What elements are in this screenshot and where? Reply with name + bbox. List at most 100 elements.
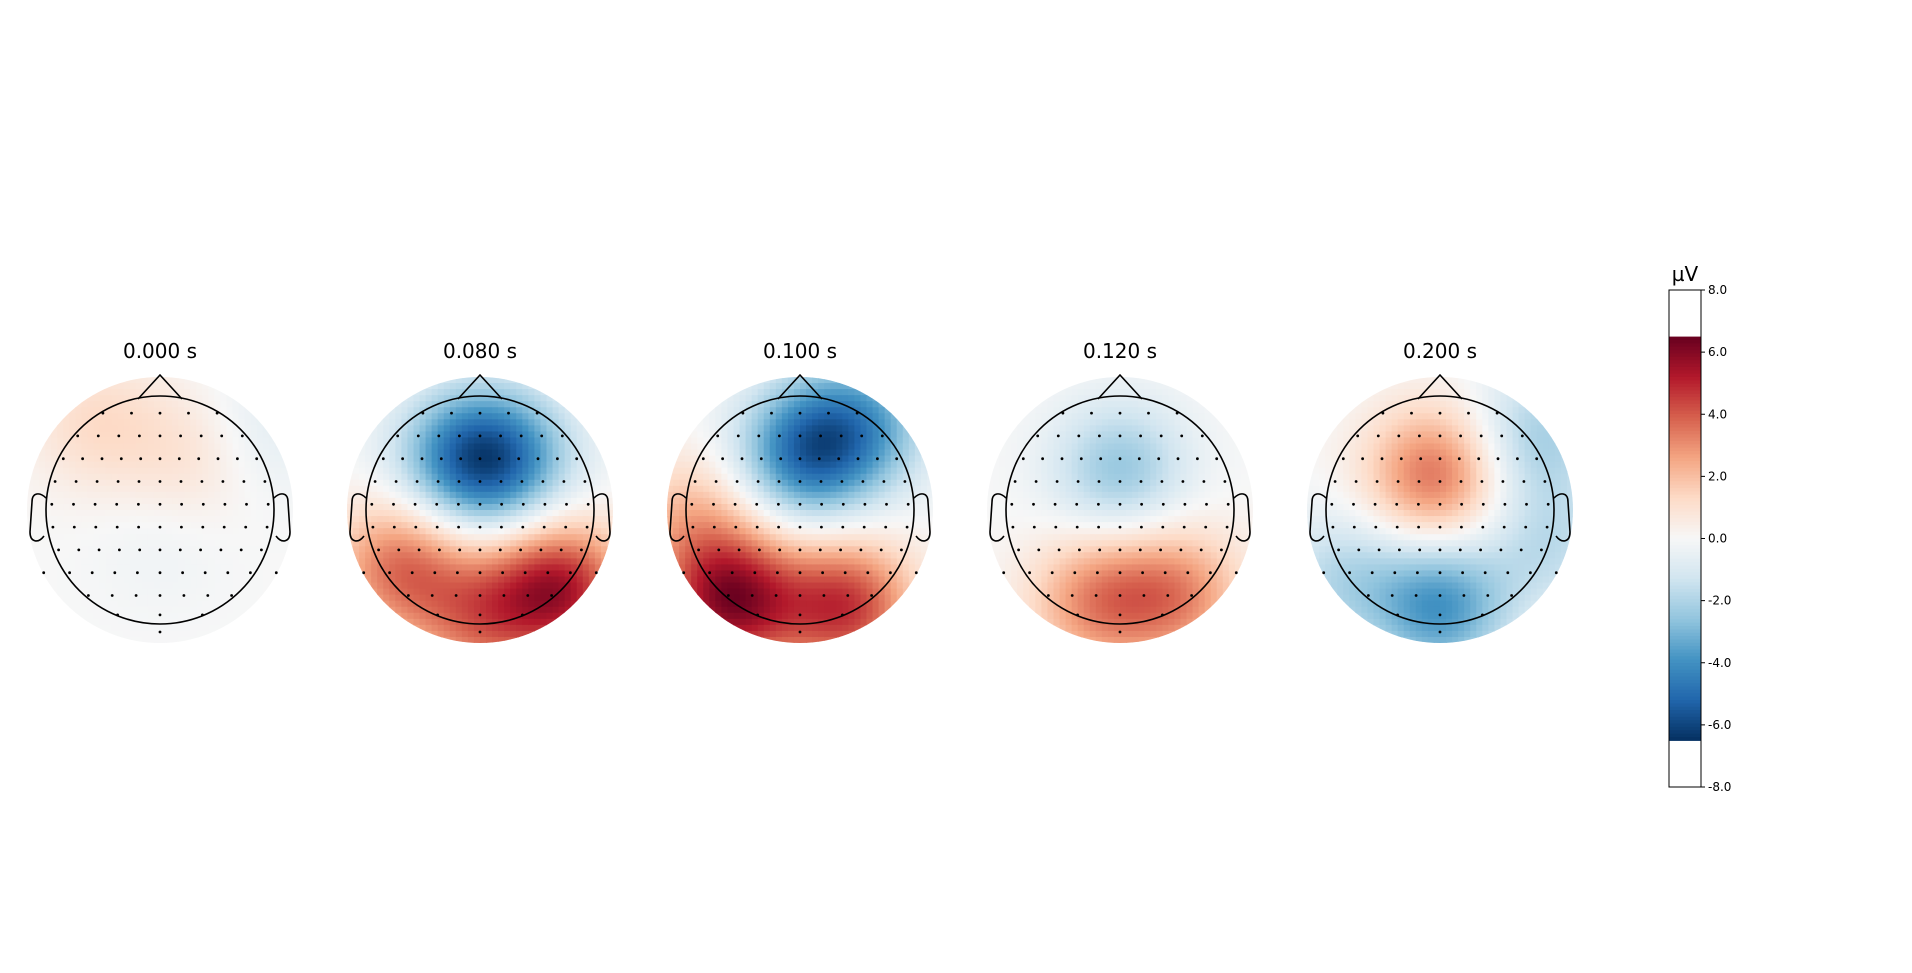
electrode-marker bbox=[1204, 525, 1208, 529]
electrode-marker bbox=[526, 594, 530, 597]
electrode-marker bbox=[459, 457, 463, 461]
electrode-marker bbox=[1438, 457, 1442, 461]
electrode-marker bbox=[96, 434, 100, 438]
electrode-marker bbox=[110, 594, 114, 597]
electrode-marker bbox=[370, 502, 374, 506]
electrode-marker bbox=[855, 411, 859, 415]
electrode-marker bbox=[407, 594, 410, 597]
electrode-marker bbox=[866, 571, 870, 575]
electrode-marker bbox=[215, 411, 219, 415]
electrode-marker bbox=[870, 594, 873, 597]
electrode-marker bbox=[436, 480, 440, 483]
electrode-marker bbox=[1479, 434, 1483, 438]
electrode-marker bbox=[1053, 502, 1057, 506]
electrode-marker bbox=[1021, 457, 1025, 461]
electrode-marker bbox=[1137, 457, 1141, 461]
electrode-marker bbox=[862, 525, 866, 529]
electrode-marker bbox=[1179, 548, 1183, 552]
electrode-marker bbox=[1545, 525, 1549, 529]
electrode-marker bbox=[1438, 548, 1442, 552]
electrode-marker bbox=[1417, 525, 1420, 529]
electrode-marker bbox=[230, 594, 234, 597]
electrode-marker bbox=[755, 502, 759, 506]
electrode-marker bbox=[433, 571, 437, 575]
electrode-marker bbox=[457, 525, 460, 529]
electrode-marker bbox=[362, 571, 366, 575]
electrode-marker bbox=[220, 434, 224, 438]
electrode-marker bbox=[478, 594, 482, 597]
electrode-marker bbox=[1333, 480, 1337, 483]
electrode-marker bbox=[1540, 548, 1543, 552]
electrode-marker bbox=[274, 571, 278, 575]
electrode-marker bbox=[750, 594, 754, 597]
electrode-marker bbox=[546, 571, 550, 575]
electrode-marker bbox=[498, 548, 502, 552]
electrode-marker bbox=[260, 548, 263, 552]
electrode-marker bbox=[179, 434, 183, 438]
electrode-marker bbox=[1041, 457, 1044, 461]
electrode-marker bbox=[820, 525, 823, 529]
electrode-marker bbox=[905, 525, 909, 529]
electrode-marker bbox=[820, 502, 823, 506]
colorbar-tick-label: 4.0 bbox=[1708, 407, 1727, 421]
electrode-marker bbox=[415, 480, 419, 483]
electrode-marker bbox=[1458, 548, 1462, 552]
electrode-marker bbox=[1190, 594, 1193, 597]
electrode-marker bbox=[735, 480, 739, 483]
electrode-marker bbox=[822, 594, 826, 597]
electrode-marker bbox=[798, 457, 802, 461]
electrode-marker bbox=[138, 434, 141, 438]
electrode-marker bbox=[435, 502, 439, 506]
electrode-marker bbox=[1461, 571, 1464, 575]
electrode-marker bbox=[500, 525, 503, 529]
electrode-marker bbox=[187, 411, 190, 415]
electrode-marker bbox=[876, 457, 879, 461]
electrode-marker bbox=[414, 525, 418, 529]
electrode-marker bbox=[575, 457, 579, 461]
topomap-heat bbox=[27, 377, 293, 643]
electrode-marker bbox=[1377, 548, 1381, 552]
electrode-marker bbox=[535, 411, 539, 415]
left-ear-outline bbox=[349, 493, 367, 542]
electrode-marker bbox=[178, 548, 182, 552]
electrode-marker bbox=[136, 571, 139, 575]
electrode-marker bbox=[741, 411, 745, 415]
electrode-marker bbox=[457, 502, 460, 506]
electrode-marker bbox=[798, 411, 802, 415]
topomap-panel: 0.120 s bbox=[987, 339, 1253, 643]
electrode-marker bbox=[1077, 434, 1081, 438]
electrode-marker bbox=[541, 480, 545, 483]
electrode-marker bbox=[756, 613, 759, 617]
electrode-marker bbox=[456, 571, 459, 575]
electrode-marker bbox=[753, 571, 757, 575]
electrode-marker bbox=[137, 480, 141, 483]
electrode-marker bbox=[1495, 411, 1499, 415]
electrode-marker bbox=[712, 502, 715, 506]
electrode-marker bbox=[61, 457, 65, 461]
electrode-marker bbox=[701, 457, 705, 461]
electrode-marker bbox=[559, 548, 563, 552]
electrode-marker bbox=[1097, 502, 1100, 506]
electrode-marker bbox=[730, 571, 734, 575]
electrode-marker bbox=[410, 571, 414, 575]
electrode-marker bbox=[1057, 548, 1061, 552]
electrode-marker bbox=[158, 411, 162, 415]
electrode-marker bbox=[556, 457, 559, 461]
left-ear-outline bbox=[1309, 493, 1327, 542]
electrode-marker bbox=[759, 457, 763, 461]
electrode-marker bbox=[1459, 480, 1463, 483]
electrode-marker bbox=[1356, 434, 1360, 438]
electrode-marker bbox=[859, 548, 863, 552]
electrode-marker bbox=[1438, 411, 1442, 415]
electrode-marker bbox=[1546, 502, 1550, 506]
topomap-time-label: 0.100 s bbox=[763, 339, 837, 363]
electrode-marker bbox=[199, 548, 203, 552]
electrode-marker bbox=[501, 571, 504, 575]
electrode-marker bbox=[798, 571, 802, 575]
electrode-marker bbox=[1161, 502, 1165, 506]
electrode-marker bbox=[1139, 434, 1142, 438]
electrode-marker bbox=[770, 411, 773, 415]
electrode-marker bbox=[1396, 613, 1399, 617]
electrode-marker bbox=[1554, 571, 1558, 575]
electrode-marker bbox=[478, 525, 482, 529]
